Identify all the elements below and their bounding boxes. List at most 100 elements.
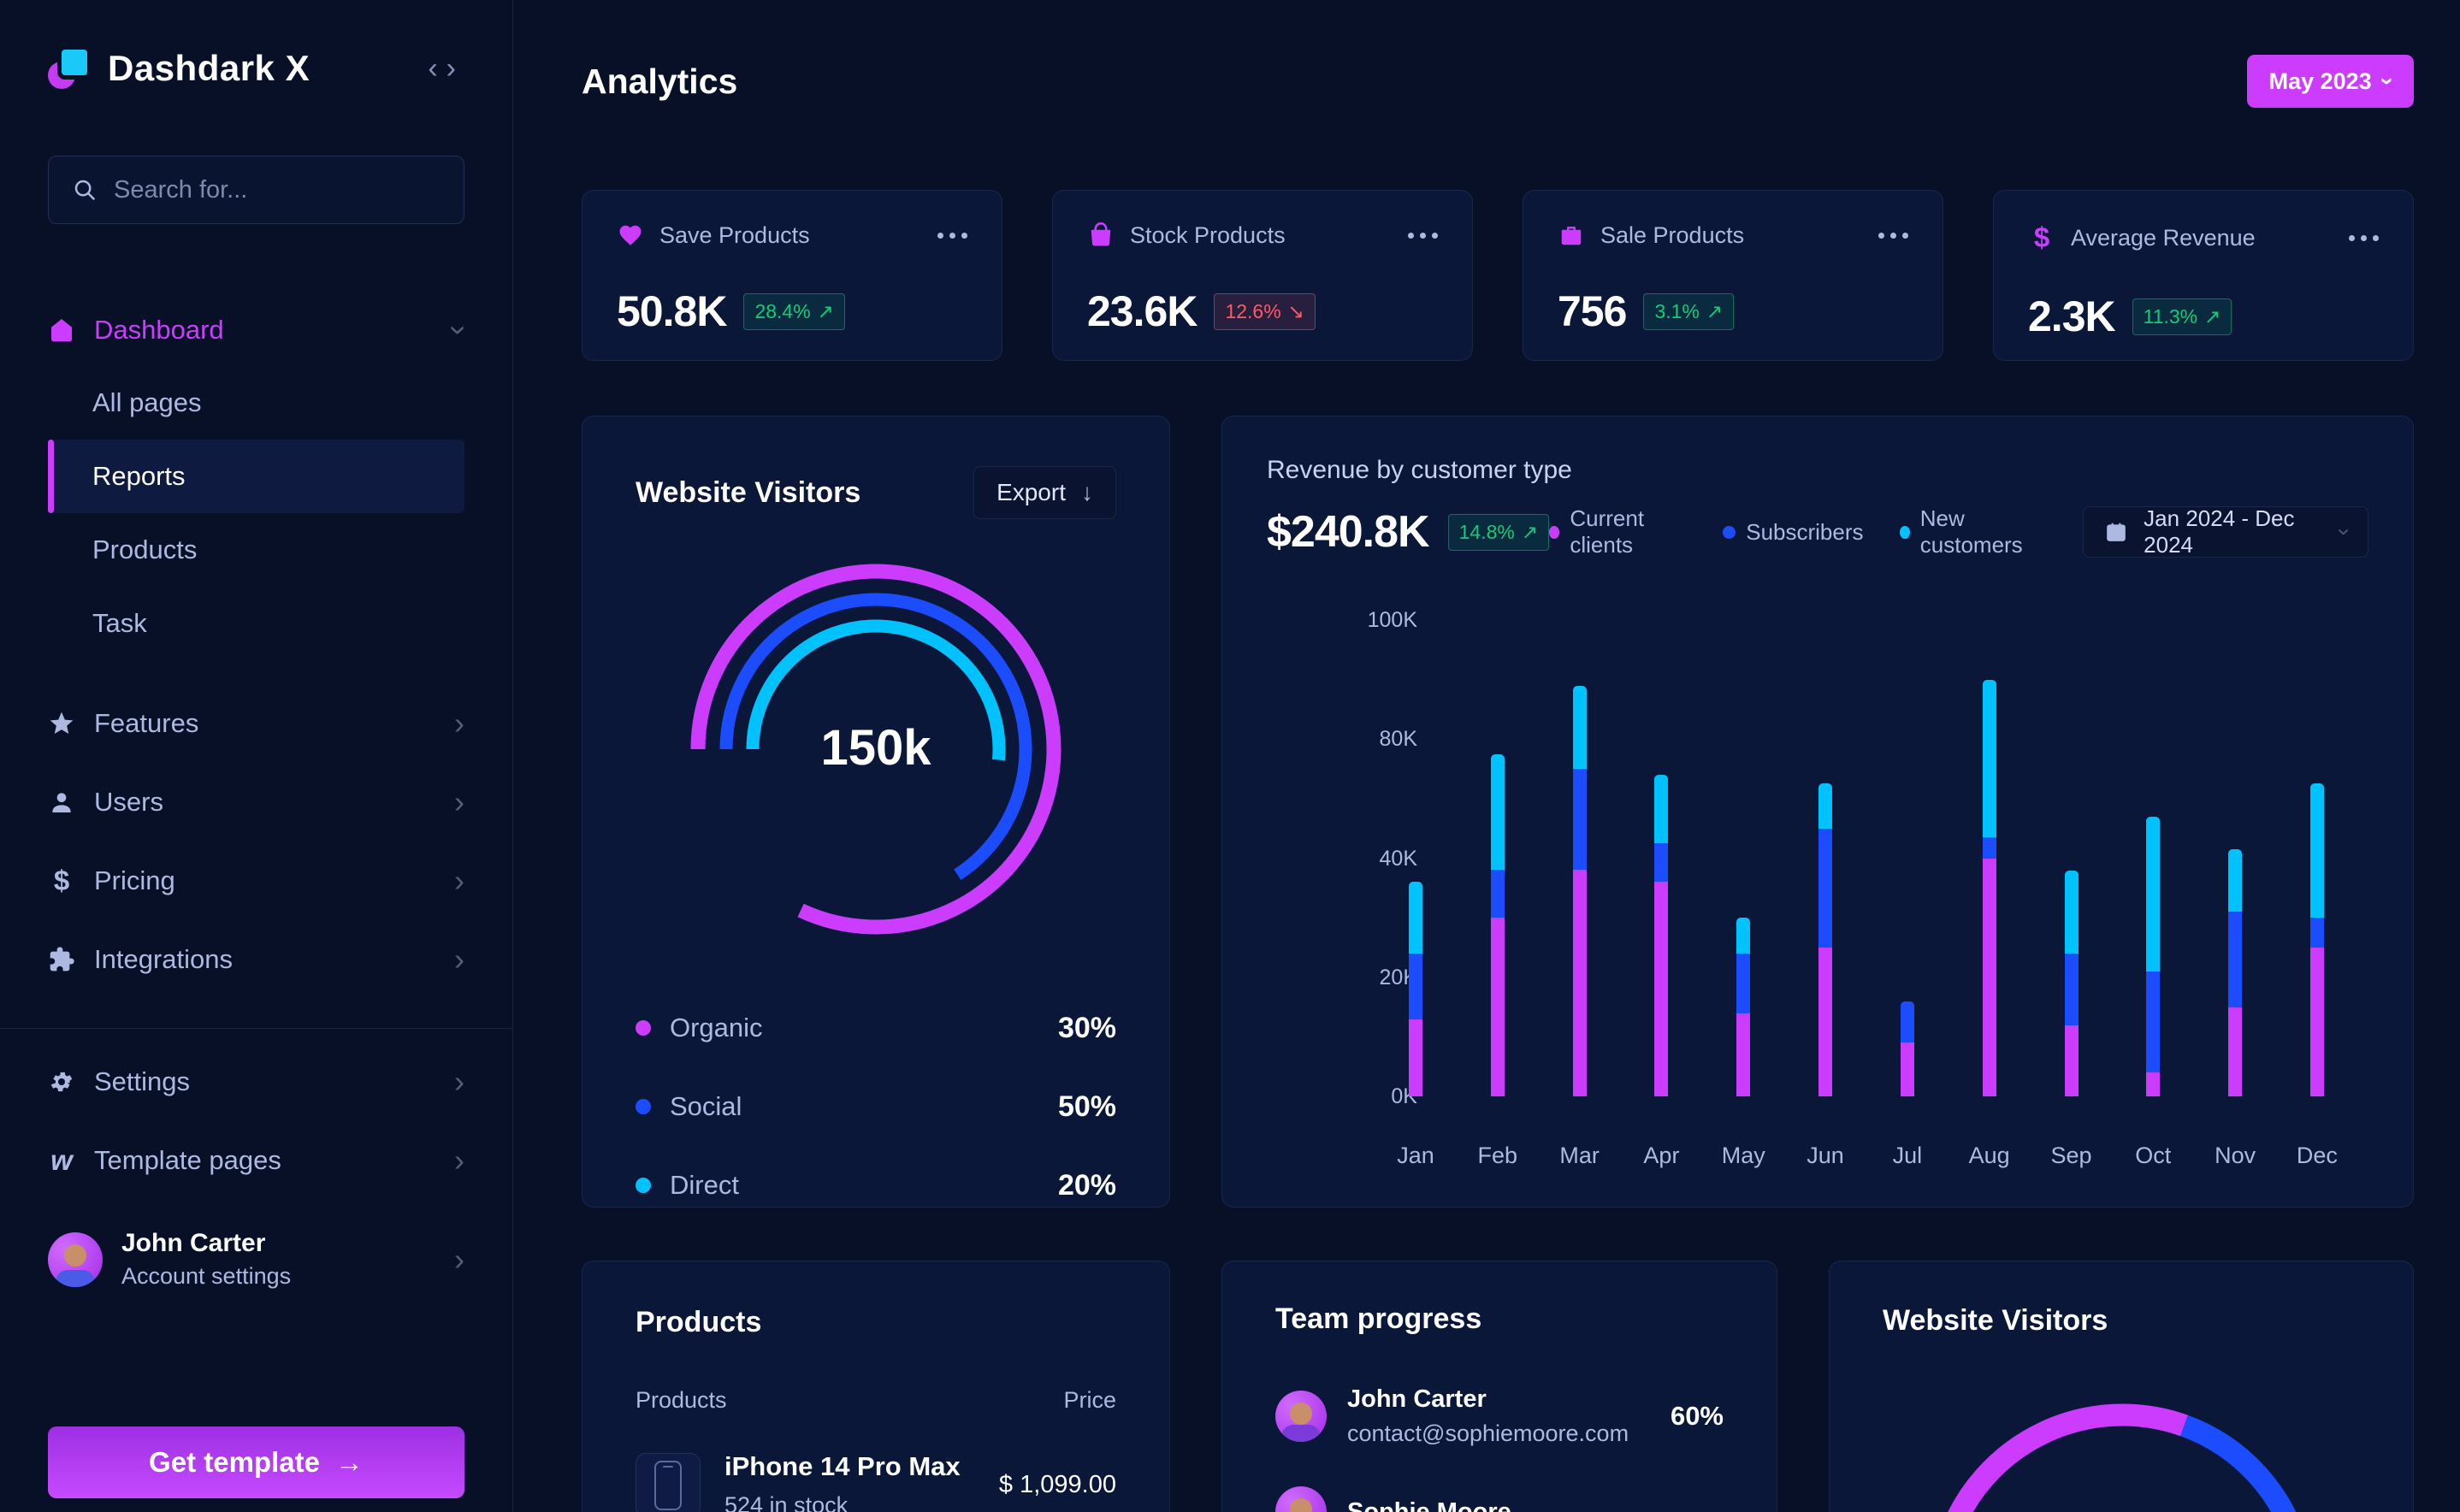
bar-oct xyxy=(2127,620,2179,1096)
arrow-right-icon: → xyxy=(334,1446,364,1478)
sidebar-item-integrations[interactable]: Integrations › xyxy=(48,920,464,999)
more-options-icon[interactable] xyxy=(1878,232,1908,239)
sidebar-item-all-pages[interactable]: All pages xyxy=(92,387,202,417)
trend-up-icon: ↗ xyxy=(1521,520,1539,543)
legend-dot xyxy=(1723,525,1736,539)
list-item[interactable]: John Carter contact@sophiemoore.com 60% xyxy=(1275,1385,1724,1447)
trend-down-icon: ↘ xyxy=(1287,299,1304,322)
month-label: Aug xyxy=(1968,1143,2010,1168)
chevron-right-icon: › xyxy=(454,1241,464,1277)
card-title: Products xyxy=(636,1306,762,1338)
search-input[interactable] xyxy=(114,175,441,204)
sidebar-item-template-pages[interactable]: w Template pages › xyxy=(48,1121,464,1200)
sidebar-item-label: Settings xyxy=(94,1066,191,1096)
stat-delta-badge: 28.4% ↗ xyxy=(743,292,845,330)
more-options-icon[interactable] xyxy=(1408,232,1438,239)
month-label: Oct xyxy=(2135,1143,2172,1168)
stat-label: Sale Products xyxy=(1600,221,1745,248)
column-header-products: Products xyxy=(636,1387,727,1413)
revenue-legend: Current clients Subscribers New customer… xyxy=(1549,505,2045,558)
stat-label: Save Products xyxy=(659,221,810,248)
stats-row: Save Products 50.8K 28.4% ↗ Stock Product… xyxy=(582,190,2414,361)
account-settings-row[interactable]: John Carter Account settings › xyxy=(48,1229,464,1290)
legend-label: Organic xyxy=(670,1013,763,1042)
member-name: John Carter xyxy=(1347,1385,1487,1413)
avatar xyxy=(1275,1391,1327,1442)
product-stock: 524 in stock xyxy=(724,1492,849,1512)
main-content: Analytics May 2023 › Save Products 50.8K… xyxy=(513,0,2460,1512)
legend-dot xyxy=(636,1178,651,1193)
legend-dot xyxy=(1899,525,1910,539)
sidebar-item-label: Features xyxy=(94,708,199,738)
stat-value: 756 xyxy=(1558,287,1627,335)
bar-mar xyxy=(1554,620,1606,1096)
bar-nov xyxy=(2209,620,2261,1096)
card-title: Website Visitors xyxy=(1883,1304,2108,1337)
website-visitors-card: Website Visitors Export ↓ 150k Organic 3… xyxy=(582,416,1170,1208)
legend-row-organic: Organic 30% xyxy=(636,989,1116,1067)
page-title: Analytics xyxy=(582,61,738,101)
month-label: May xyxy=(1721,1143,1765,1168)
legend-row-direct: Direct 20% xyxy=(636,1146,1116,1225)
bar-feb xyxy=(1472,620,1523,1096)
sidebar-item-pricing[interactable]: $ Pricing › xyxy=(48,842,464,920)
visitors-total: 150k xyxy=(820,720,931,776)
chevron-down-icon: › xyxy=(442,325,477,335)
products-card: Products Products Price iPhone 14 Pro Ma… xyxy=(582,1261,1170,1512)
stat-card-stock-products: Stock Products 23.6K 12.6% ↘ xyxy=(1052,190,1473,361)
calendar-icon xyxy=(2102,518,2130,546)
month-label: Mar xyxy=(1559,1143,1600,1168)
brand-name: Dashdark X xyxy=(108,48,310,88)
more-options-icon[interactable] xyxy=(2349,234,2379,241)
cta-label: Get template xyxy=(149,1446,320,1478)
bar-jul xyxy=(1882,620,1933,1096)
visitors-legend: Organic 30% Social 50% Direct 20% xyxy=(636,989,1116,1225)
card-title: Revenue by customer type xyxy=(1267,456,1572,484)
search-box[interactable] xyxy=(48,156,464,224)
product-thumbnail xyxy=(636,1452,701,1512)
trend-up-icon: ↗ xyxy=(1706,299,1724,322)
stat-value: 2.3K xyxy=(2028,292,2116,340)
export-button[interactable]: Export ↓ xyxy=(973,466,1116,519)
stat-card-sale-products: Sale Products 756 3.1% ↗ xyxy=(1523,190,1943,361)
export-label: Export xyxy=(996,479,1066,505)
date-range-select[interactable]: Jan 2024 - Dec 2024 › xyxy=(2083,505,2368,558)
sidebar-item-features[interactable]: Features › xyxy=(48,684,464,763)
sidebar-item-dashboard[interactable]: Dashboard › xyxy=(48,303,477,357)
sidebar-divider xyxy=(0,1028,512,1029)
legend-dot xyxy=(1549,525,1560,539)
legend-label: Direct xyxy=(670,1170,739,1200)
list-item[interactable]: Sophie Moore xyxy=(1275,1486,1724,1512)
logo-row: Dashdark X ‹› xyxy=(48,45,464,89)
legend-value: 20% xyxy=(1057,1168,1116,1202)
more-options-icon[interactable] xyxy=(937,232,967,239)
visitors-gauge-chart: 80% xyxy=(1883,1356,2360,1512)
sidebar-item-reports[interactable]: Reports xyxy=(48,440,464,513)
sidebar-nav: Dashboard › All pages Reports Products T… xyxy=(48,303,477,999)
month-label: Dec xyxy=(2296,1143,2338,1168)
star-icon xyxy=(48,710,75,737)
sidebar-item-products[interactable]: Products xyxy=(92,535,198,564)
legend-item-new-customers: New customers xyxy=(1899,505,2046,558)
month-label: Apr xyxy=(1643,1143,1680,1168)
bar-jun xyxy=(1800,620,1851,1096)
bar-jan xyxy=(1390,620,1441,1096)
table-row[interactable]: iPhone 14 Pro Max 524 in stock $ 1,099.0… xyxy=(636,1451,1116,1512)
brand-logo-icon xyxy=(48,45,92,89)
sidebar-item-task[interactable]: Task xyxy=(92,608,147,638)
sidebar-collapse-icon[interactable]: ‹› xyxy=(428,51,464,85)
legend-dot xyxy=(636,1020,651,1036)
dollar-icon: $ xyxy=(53,865,70,896)
period-select-button[interactable]: May 2023 › xyxy=(2246,55,2414,108)
sidebar-item-users[interactable]: Users › xyxy=(48,763,464,842)
dashboard-sub-list: All pages Reports Products Task xyxy=(48,366,464,660)
webflow-icon: w xyxy=(50,1144,73,1176)
month-label: Feb xyxy=(1477,1143,1518,1168)
date-range-label: Jan 2024 - Dec 2024 xyxy=(2144,505,2295,558)
sidebar-item-settings[interactable]: Settings › xyxy=(48,1042,464,1121)
briefcase-icon xyxy=(1558,221,1585,249)
home-icon xyxy=(48,316,75,344)
legend-row-social: Social 50% xyxy=(636,1067,1116,1146)
get-template-button[interactable]: Get template → xyxy=(48,1426,464,1498)
sidebar-item-label: Dashboard xyxy=(94,315,224,345)
